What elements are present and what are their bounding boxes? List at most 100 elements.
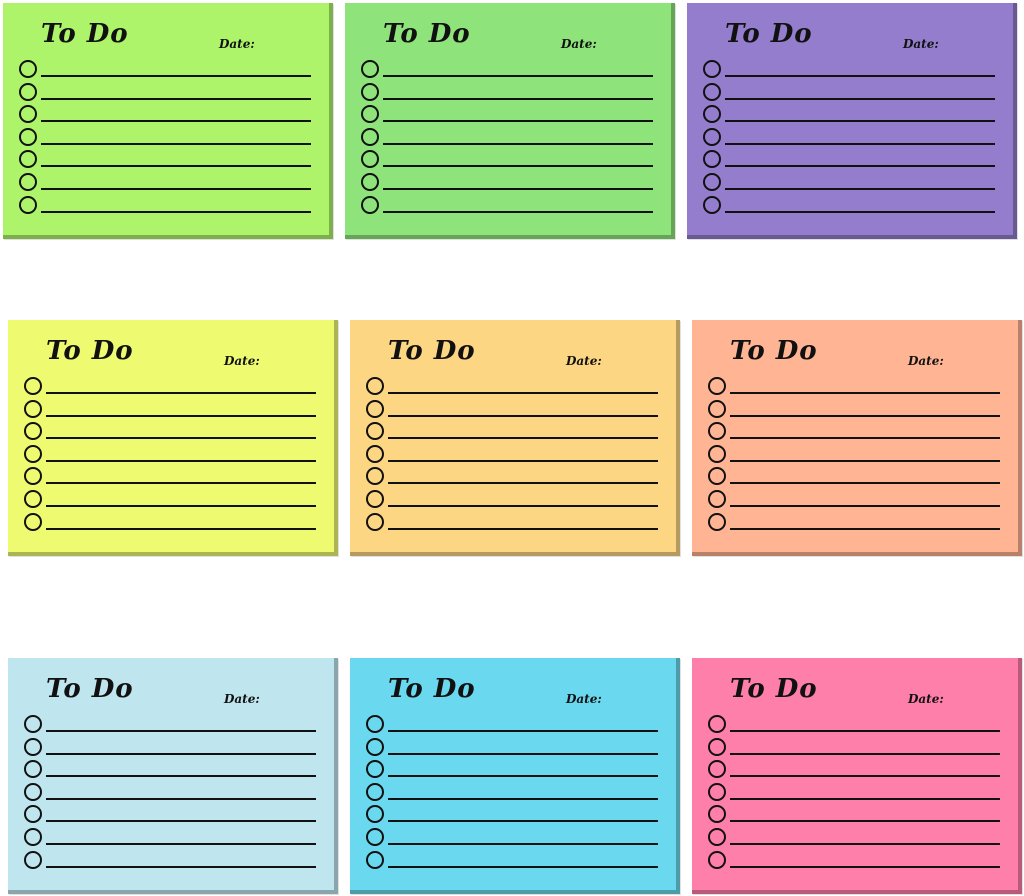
write-line	[41, 210, 311, 213]
checkbox-circle-icon	[708, 489, 726, 508]
checkbox-circle-icon	[703, 60, 721, 78]
checklist-row	[359, 194, 653, 217]
date-label: Date:	[566, 692, 602, 706]
write-line	[725, 165, 995, 168]
checklist-row	[706, 398, 1000, 421]
checkbox-circle-icon	[19, 150, 37, 169]
checkbox-circle-icon	[19, 60, 37, 78]
checkbox-circle-icon	[19, 82, 37, 101]
date-label: Date:	[224, 354, 260, 368]
todo-note-green: To Do Date:	[345, 3, 675, 239]
write-line	[725, 142, 995, 145]
checklist-row	[359, 148, 653, 171]
write-line	[388, 392, 658, 394]
write-line	[730, 459, 1000, 462]
checkbox-circle-icon	[708, 399, 726, 418]
write-line	[41, 142, 311, 145]
write-line	[388, 820, 658, 823]
write-line	[46, 414, 316, 417]
checkbox-circle-icon	[703, 150, 721, 169]
checkbox-circle-icon	[19, 105, 37, 124]
write-line	[46, 459, 316, 462]
checklist-row	[359, 81, 653, 104]
checklist-row	[22, 736, 316, 759]
note-title: To Do	[730, 674, 818, 704]
checkbox-circle-icon	[708, 377, 726, 395]
checklist-row	[22, 375, 316, 398]
write-line	[730, 437, 1000, 440]
checkbox-circle-icon	[366, 805, 384, 824]
write-line	[388, 459, 658, 462]
todo-note-purple: To Do Date:	[687, 3, 1017, 239]
checkbox-circle-icon	[24, 827, 42, 846]
note-title: To Do	[46, 674, 134, 704]
write-line	[388, 865, 658, 868]
checklist-row	[706, 511, 1000, 534]
checklist-row	[706, 781, 1000, 804]
checkbox-circle-icon	[19, 195, 37, 214]
checklist	[706, 713, 1000, 871]
checkbox-circle-icon	[24, 737, 42, 756]
todo-note-cyan: To Do Date:	[350, 658, 680, 894]
write-line	[46, 797, 316, 800]
checklist-row	[22, 849, 316, 872]
checklist-row	[706, 375, 1000, 398]
checklist-row	[22, 398, 316, 421]
write-line	[730, 842, 1000, 845]
checklist-row	[364, 375, 658, 398]
checklist-row	[364, 781, 658, 804]
write-line	[46, 775, 316, 778]
checklist-row	[22, 488, 316, 511]
write-line	[388, 730, 658, 732]
checkbox-circle-icon	[361, 195, 379, 214]
checkbox-circle-icon	[24, 422, 42, 441]
write-line	[46, 865, 316, 868]
checklist-row	[22, 803, 316, 826]
checklist	[22, 713, 316, 871]
write-line	[388, 414, 658, 417]
checkbox-circle-icon	[24, 782, 42, 801]
write-line	[388, 482, 658, 485]
note-title: To Do	[383, 19, 471, 49]
write-line	[730, 775, 1000, 778]
todo-note-light-blue: To Do Date:	[8, 658, 338, 894]
checklist	[364, 375, 658, 533]
checkbox-circle-icon	[708, 782, 726, 801]
checkbox-circle-icon	[361, 172, 379, 191]
checklist-row	[364, 488, 658, 511]
checkbox-circle-icon	[366, 467, 384, 486]
checkbox-circle-icon	[24, 399, 42, 418]
checklist-row	[17, 148, 311, 171]
date-label: Date:	[224, 692, 260, 706]
write-line	[730, 414, 1000, 417]
checkbox-circle-icon	[703, 127, 721, 146]
checkbox-circle-icon	[361, 150, 379, 169]
checkbox-circle-icon	[366, 422, 384, 441]
date-label: Date:	[908, 354, 944, 368]
checklist-row	[701, 194, 995, 217]
checklist-row	[706, 826, 1000, 849]
write-line	[730, 730, 1000, 732]
todo-note-peach: To Do Date:	[692, 320, 1022, 556]
checklist-row	[701, 171, 995, 194]
write-line	[388, 775, 658, 778]
checkbox-circle-icon	[366, 489, 384, 508]
checkbox-circle-icon	[708, 467, 726, 486]
checklist-row	[364, 511, 658, 534]
checklist-row	[364, 420, 658, 443]
checklist-row	[22, 713, 316, 736]
write-line	[46, 392, 316, 394]
checklist-row	[706, 488, 1000, 511]
write-line	[41, 75, 311, 77]
write-line	[388, 752, 658, 755]
write-line	[388, 504, 658, 507]
checklist-row	[22, 826, 316, 849]
checkbox-circle-icon	[24, 805, 42, 824]
checkbox-circle-icon	[708, 760, 726, 779]
write-line	[383, 165, 653, 168]
checklist-row	[22, 420, 316, 443]
checklist-row	[701, 81, 995, 104]
write-line	[388, 437, 658, 440]
note-title: To Do	[388, 674, 476, 704]
checkbox-circle-icon	[24, 377, 42, 395]
